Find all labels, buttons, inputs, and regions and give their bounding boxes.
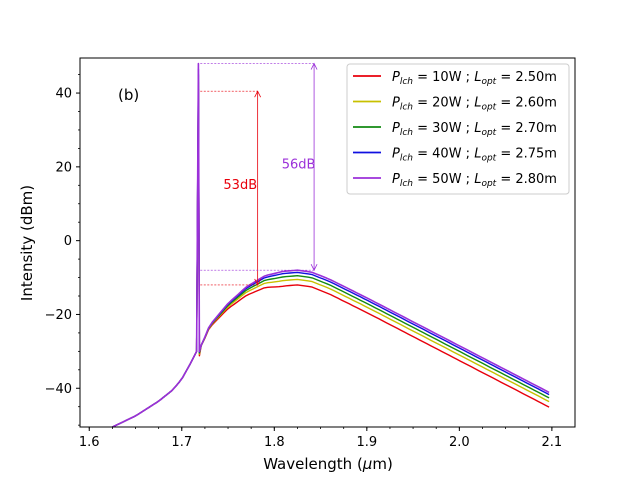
annotation-2-arrowhead-top xyxy=(310,62,318,70)
y-tick-label: −40 xyxy=(45,382,72,397)
annotation-1-label: 53dB xyxy=(223,178,257,193)
x-tick-label: 1.9 xyxy=(356,435,377,450)
x-tick-label: 1.7 xyxy=(171,435,192,450)
annotation-1-arrowhead-top xyxy=(254,90,262,98)
legend-frame xyxy=(346,63,570,195)
legend-label-5: Plch = 50W ; Lopt = 2.80m xyxy=(392,172,557,189)
x-tick-label: 1.6 xyxy=(79,435,100,450)
series-line-5 xyxy=(112,62,550,428)
x-tick-label: 2.0 xyxy=(449,435,470,450)
legend-label-2: Plch = 20W ; Lopt = 2.60m xyxy=(392,96,557,113)
annotation-2-arrowhead-bottom xyxy=(310,263,318,272)
x-axis-label: Wavelength (μm) xyxy=(263,455,393,473)
panel-label: (b) xyxy=(118,86,139,104)
y-tick-label: −20 xyxy=(45,308,72,323)
y-tick-label: 20 xyxy=(55,160,72,175)
x-tick-label: 2.1 xyxy=(542,435,563,450)
annotation-2-label: 56dB xyxy=(282,158,316,173)
legend: Plch = 10W ; Lopt = 2.50m Plch = 20W ; Lo… xyxy=(346,63,570,195)
legend-label-3: Plch = 30W ; Lopt = 2.70m xyxy=(392,121,557,138)
plot-content xyxy=(112,62,550,428)
y-tick-label: 40 xyxy=(55,87,72,102)
y-tick-label: 0 xyxy=(64,234,72,249)
legend-label-4: Plch = 40W ; Lopt = 2.75m xyxy=(392,147,557,164)
legend-items: Plch = 10W ; Lopt = 2.50m Plch = 20W ; Lo… xyxy=(353,70,557,189)
y-ticks: −40 −20 0 20 40 xyxy=(45,74,80,426)
y-axis-label: Intensity (dBm) xyxy=(18,185,36,301)
x-ticks: 1.6 1.7 1.8 1.9 2.0 2.1 xyxy=(79,427,562,450)
x-tick-label: 1.8 xyxy=(264,435,285,450)
annotation-1-arrowhead-bottom xyxy=(254,278,262,286)
annotation-layer: 53dB 56dB xyxy=(200,62,318,286)
legend-label-1: Plch = 10W ; Lopt = 2.50m xyxy=(392,70,557,87)
axes-frame xyxy=(79,57,576,428)
